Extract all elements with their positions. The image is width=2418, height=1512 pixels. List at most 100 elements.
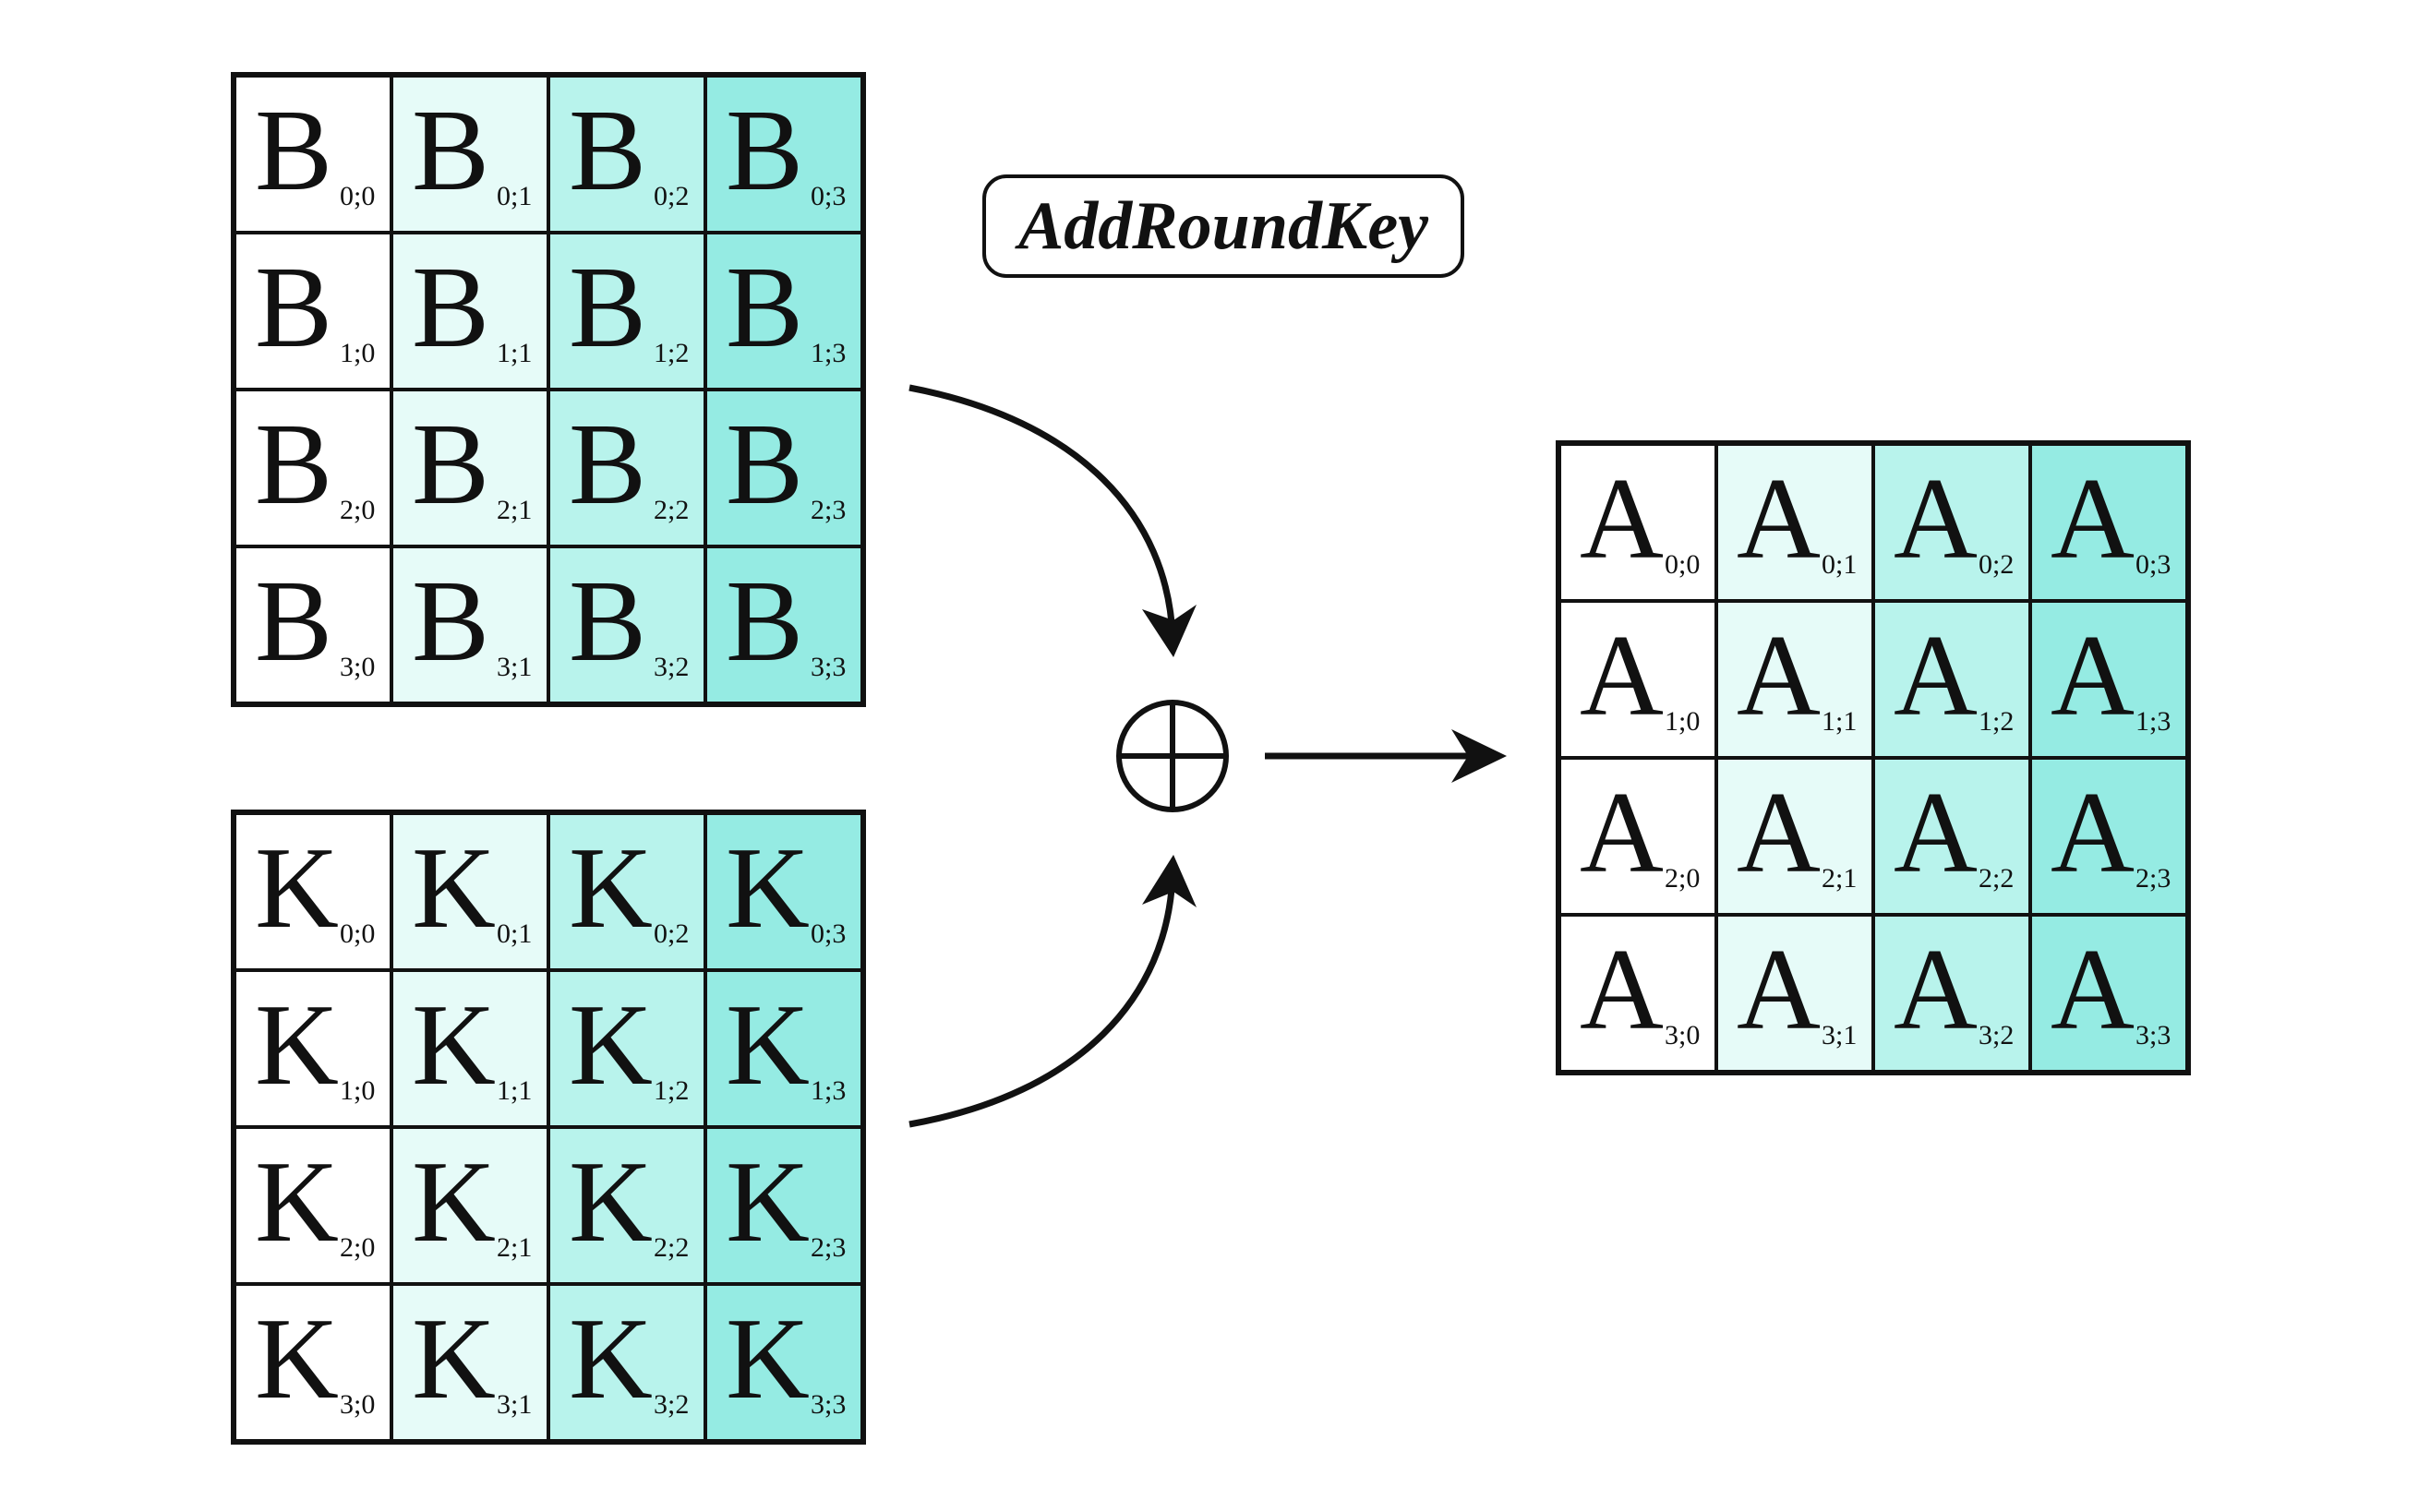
matrix-cell: B 3;0 [235,546,391,703]
cell-letter: B [726,87,804,215]
cell-letter: A [1580,769,1664,897]
cell-subscript: 2;0 [1665,863,1701,894]
matrix-cell: K 0;2 [548,813,705,970]
matrix-cell: B 1;3 [705,233,862,390]
cell-subscript: 2;1 [497,495,533,525]
arrow-b-to-xor [908,384,1176,638]
matrix-cell: K 1;3 [705,970,862,1127]
xor-operator [1116,700,1229,812]
matrix-cell: A 2;2 [1873,758,2030,915]
matrix-cell: A 3;3 [2030,915,2187,1072]
cell-subscript: 1;1 [497,338,533,368]
cell-subscript: 1;0 [1665,706,1701,737]
cell-subscript: 0;3 [811,181,847,211]
cell-letter: A [2051,455,2135,583]
cell-subscript: 1;2 [654,1075,690,1106]
matrix-cell: K 2;3 [705,1127,862,1284]
matrix-cell: A 0;1 [1716,444,1873,601]
matrix-cell: B 3;2 [548,546,705,703]
cell-letter: B [726,558,804,686]
cell-subscript: 0;3 [2135,549,2171,580]
cell-letter: K [569,981,653,1110]
cell-letter: B [569,401,647,529]
cell-letter: B [726,244,804,372]
addroundkey-label: AddRoundKey [982,174,1464,278]
cell-letter: B [255,558,333,686]
matrix-cell: B 3;1 [391,546,548,703]
cell-letter: B [569,558,647,686]
matrix-cell: A 3;0 [1559,915,1716,1072]
cell-subscript: 2;1 [1822,863,1858,894]
cell-subscript: 1;1 [497,1075,533,1106]
cell-letter: K [726,1138,810,1266]
cell-subscript: 2;3 [811,1232,847,1263]
cell-subscript: 0;0 [340,181,376,211]
cell-letter: K [255,981,339,1110]
cell-subscript: 2;2 [1979,863,2015,894]
cell-letter: B [255,401,333,529]
cell-letter: A [1737,926,1821,1054]
cell-letter: A [2051,769,2135,897]
cell-letter: B [255,244,333,372]
cell-subscript: 2;2 [654,1232,690,1263]
matrix-cell: B 2;1 [391,390,548,546]
cell-subscript: 0;0 [1665,549,1701,580]
cell-letter: A [1894,769,1978,897]
cell-letter: B [412,558,490,686]
matrix-cell: B 0;2 [548,76,705,233]
cell-letter: A [1894,612,1978,740]
cell-subscript: 3;2 [1979,1020,2015,1050]
cell-subscript: 0;0 [340,918,376,949]
cell-subscript: 0;2 [1979,549,2015,580]
matrix-cell: B 2;2 [548,390,705,546]
matrix-cell: A 1;0 [1559,601,1716,758]
cell-letter: K [569,1138,653,1266]
cell-subscript: 3;0 [1665,1020,1701,1050]
cell-subscript: 3;3 [811,1389,847,1420]
matrix-cell: K 3;3 [705,1284,862,1441]
matrix-cell: K 2;1 [391,1127,548,1284]
cell-subscript: 0;1 [497,918,533,949]
cell-subscript: 1;2 [1979,706,2015,737]
matrix-cell: A 1;1 [1716,601,1873,758]
cell-subscript: 3;3 [811,652,847,682]
matrix-cell: A 3;2 [1873,915,2030,1072]
cell-letter: A [1580,455,1664,583]
state-b-matrix: B 0;0 B 0;1 B 0;2 B 0;3 B 1;0 B 1;1 B 1;2 B 1;3 B 2;0 B 2;1… [231,72,866,707]
cell-letter: A [1737,769,1821,897]
matrix-cell: B 0;3 [705,76,862,233]
arrow-k-to-xor [908,874,1176,1128]
cell-letter: K [726,981,810,1110]
cell-subscript: 0;2 [654,918,690,949]
cell-subscript: 0;1 [497,181,533,211]
cell-subscript: 2;3 [811,495,847,525]
cell-subscript: 0;3 [811,918,847,949]
matrix-cell: K 2;0 [235,1127,391,1284]
matrix-cell: A 2;3 [2030,758,2187,915]
cell-subscript: 3;2 [654,652,690,682]
cell-letter: B [569,87,647,215]
cell-letter: A [1580,612,1664,740]
matrix-cell: K 0;1 [391,813,548,970]
cell-letter: K [255,824,339,953]
cell-letter: A [1737,612,1821,740]
cell-subscript: 1;0 [340,1075,376,1106]
cell-letter: A [2051,926,2135,1054]
cell-letter: B [726,401,804,529]
matrix-cell: K 1;1 [391,970,548,1127]
cell-letter: K [569,824,653,953]
cell-letter: B [412,244,490,372]
cell-letter: K [255,1295,339,1423]
cell-subscript: 3;2 [654,1389,690,1420]
matrix-cell: K 1;2 [548,970,705,1127]
cell-subscript: 1;3 [811,1075,847,1106]
cell-subscript: 1;2 [654,338,690,368]
cell-subscript: 2;0 [340,1232,376,1263]
cell-letter: K [726,1295,810,1423]
matrix-cell: K 3;1 [391,1284,548,1441]
matrix-cell: A 1;3 [2030,601,2187,758]
cell-letter: A [1894,455,1978,583]
cell-subscript: 2;3 [2135,863,2171,894]
cell-subscript: 1;3 [2135,706,2171,737]
matrix-cell: A 0;3 [2030,444,2187,601]
